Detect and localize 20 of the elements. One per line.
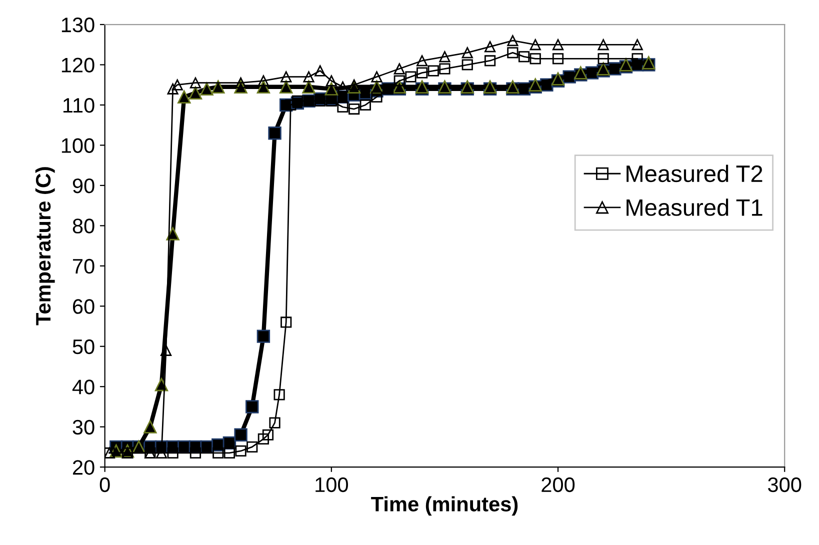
y-tick-label: 40 <box>72 380 94 394</box>
legend-label: Measured T2 <box>626 164 762 182</box>
legend-label: Measured T1 <box>626 198 762 216</box>
y-tick-label: 130 <box>62 18 94 32</box>
y-tick-label: 30 <box>72 420 94 435</box>
x-tick-label: 200 <box>542 477 575 492</box>
y-axis-title: Temperature (C) <box>35 167 55 326</box>
y-tick-label: 120 <box>62 58 94 73</box>
y-tick-label: 110 <box>63 98 94 113</box>
x-tick-label: 0 <box>100 477 110 492</box>
y-tick-label: 90 <box>72 178 94 194</box>
x-tick-label: 300 <box>768 477 802 492</box>
y-tick-label: 80 <box>72 218 94 234</box>
x-axis-title: Time (minutes) <box>371 496 518 516</box>
y-tick-label: 50 <box>72 339 94 354</box>
x-tick-label: 100 <box>316 477 348 492</box>
y-tick-label: 100 <box>62 138 94 153</box>
y-tick-label: 20 <box>72 460 94 475</box>
y-tick-label: 60 <box>72 299 94 314</box>
y-tick-label: 70 <box>73 258 94 274</box>
